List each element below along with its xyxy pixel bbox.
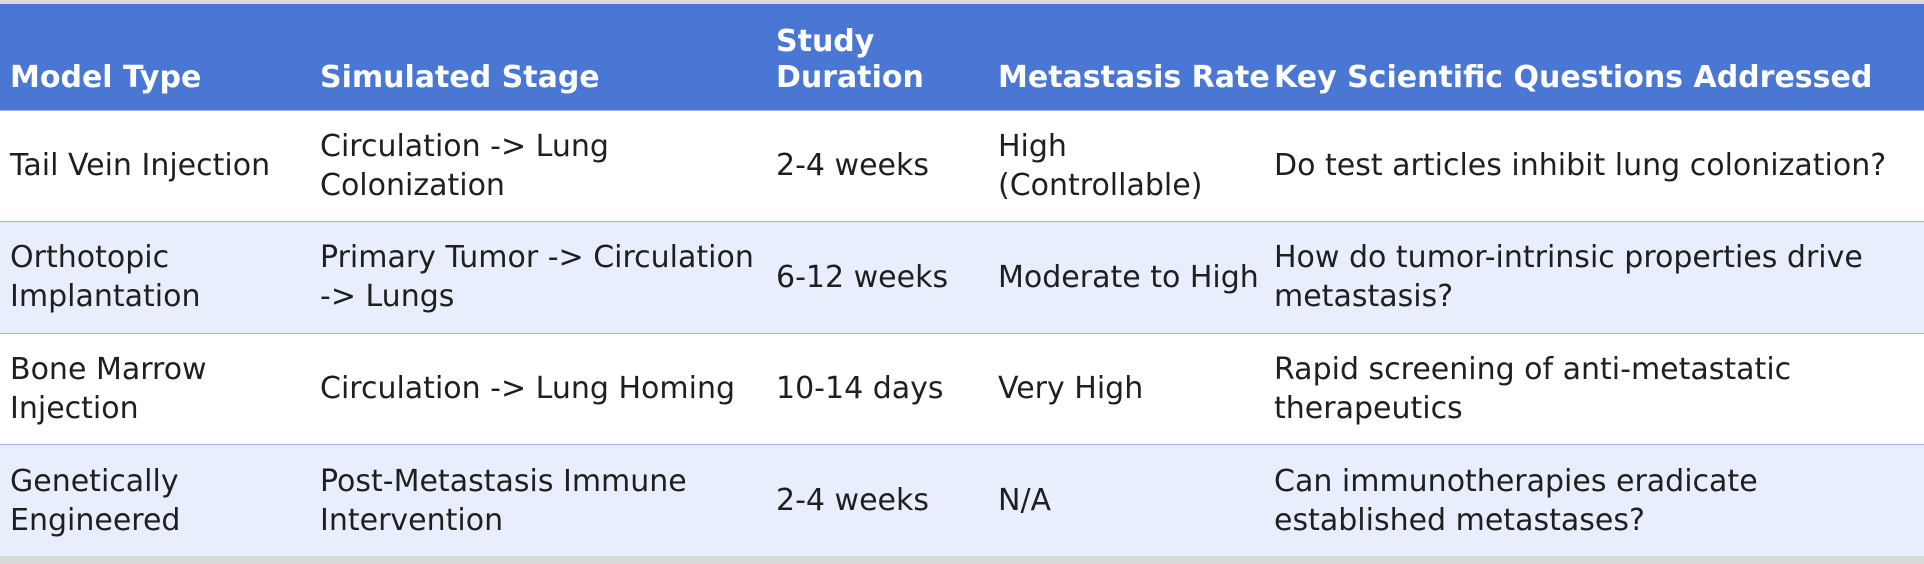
column-header-metastasis-rate: Metastasis Rate <box>998 4 1274 110</box>
cell-key-questions: Rapid screening of anti-metastatic thera… <box>1274 332 1924 445</box>
cell-metastasis-rate: Moderate to High <box>998 221 1274 333</box>
cell-key-questions: Do test articles inhibit lung colonizati… <box>1274 109 1924 222</box>
cell-study-duration: 2-4 weeks <box>776 109 998 222</box>
column-header-study-duration: Study Duration <box>776 4 998 110</box>
cell-metastasis-rate: Very High <box>998 332 1274 445</box>
cell-key-questions: Can immunotherapies eradicate establishe… <box>1274 444 1924 556</box>
column-header-simulated-stage: Simulated Stage <box>320 4 776 110</box>
cell-study-duration: 2-4 weeks <box>776 444 998 556</box>
column-header-model-type: Model Type <box>0 4 320 110</box>
cell-model-type: Orthotopic Implantation <box>0 221 320 333</box>
comparison-table: Model Type Simulated Stage Study Duratio… <box>0 4 1924 556</box>
cell-model-type: Tail Vein Injection <box>0 109 320 222</box>
cell-metastasis-rate: N/A <box>998 444 1274 556</box>
cell-metastasis-rate: High (Controllable) <box>998 109 1274 222</box>
top-rule <box>0 0 1924 4</box>
table-row: Orthotopic Implantation Primary Tumor ->… <box>0 221 1924 333</box>
cell-key-questions: How do tumor-intrinsic properties drive … <box>1274 221 1924 333</box>
column-header-key-questions: Key Scientific Questions Addressed <box>1274 4 1924 110</box>
cell-simulated-stage: Circulation -> Lung Colonization <box>320 109 776 222</box>
table-row: Tail Vein Injection Circulation -> Lung … <box>0 109 1924 222</box>
cell-simulated-stage: Primary Tumor -> Circulation -> Lungs <box>320 221 776 333</box>
cell-simulated-stage: Circulation -> Lung Homing <box>320 332 776 445</box>
cell-model-type: Bone Marrow Injection <box>0 332 320 445</box>
bottom-rule <box>0 556 1924 564</box>
table-row: Bone Marrow Injection Circulation -> Lun… <box>0 332 1924 445</box>
table-row: Genetically Engineered Post-Metastasis I… <box>0 444 1924 556</box>
cell-simulated-stage: Post-Metastasis Immune Intervention <box>320 444 776 556</box>
cell-study-duration: 6-12 weeks <box>776 221 998 333</box>
cell-model-type: Genetically Engineered <box>0 444 320 556</box>
cell-study-duration: 10-14 days <box>776 332 998 445</box>
header-row: Model Type Simulated Stage Study Duratio… <box>0 4 1924 110</box>
